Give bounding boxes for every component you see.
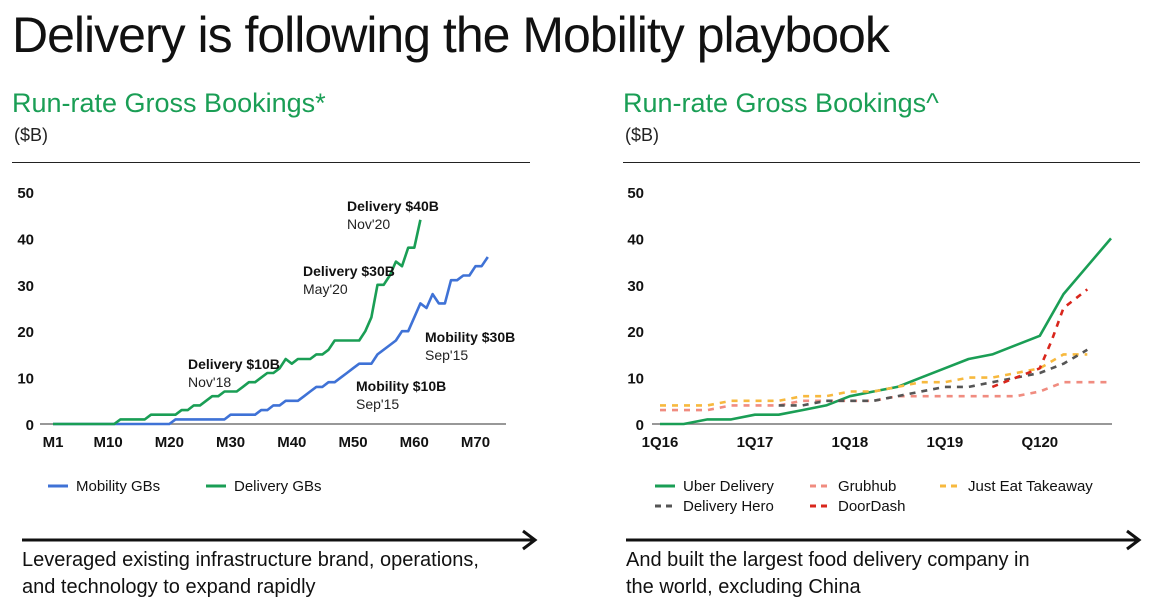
right-chart-subtitle: Run-rate Gross Bookings^ bbox=[623, 88, 939, 118]
right-x-tick-label: Q120 bbox=[1021, 434, 1058, 451]
left-annotation-title: Delivery $40B bbox=[347, 198, 439, 214]
left-x-tick-label: M50 bbox=[338, 434, 367, 451]
right-x-tick-label: 1Q16 bbox=[642, 434, 679, 451]
right-y-tick-label: 40 bbox=[627, 231, 644, 248]
right-legend-label: Delivery Hero bbox=[683, 498, 774, 515]
left-y-tick-label: 10 bbox=[17, 371, 34, 388]
right-y-tick-label: 30 bbox=[627, 278, 644, 295]
left-legend-label: Mobility GBs bbox=[76, 478, 160, 495]
right-legend-label: Uber Delivery bbox=[683, 478, 774, 495]
left-y-tick-label: 0 bbox=[26, 417, 34, 434]
right-series-line-just-eat-takeaway bbox=[660, 353, 1088, 407]
right-arrow-icon bbox=[626, 529, 1142, 551]
left-caption: Leveraged existing infrastructure brand,… bbox=[22, 547, 479, 601]
left-x-tick-label: M30 bbox=[216, 434, 245, 451]
left-chart-unit: ($B) bbox=[14, 125, 49, 145]
right-x-tick-label: 1Q17 bbox=[737, 434, 774, 451]
left-series-line-delivery-gbs bbox=[53, 219, 422, 426]
page-title: Delivery is following the Mobility playb… bbox=[12, 7, 890, 63]
food-delivery-competitors-chart: 0 10 20 30 40 50 1Q16 1Q17 1Q18 1Q19 Q120 Uber Deli… bbox=[627, 185, 1112, 515]
mobility-delivery-chart: 0 10 20 30 40 50 M1 M10 M20 M30 M40 M50 M60 M70 Mobili… bbox=[17, 185, 515, 495]
right-x-tick-label: 1Q18 bbox=[832, 434, 869, 451]
right-caption: And built the largest food delivery comp… bbox=[626, 547, 1030, 601]
right-series-line-delivery-hero bbox=[778, 348, 1088, 407]
right-legend-label: DoorDash bbox=[838, 498, 906, 515]
right-caption-line-1: And built the largest food delivery comp… bbox=[626, 549, 1030, 571]
left-y-tick-label: 30 bbox=[17, 278, 34, 295]
right-y-tick-label: 20 bbox=[627, 324, 644, 341]
left-annotation-title: Delivery $10B bbox=[188, 356, 280, 372]
right-y-tick-label: 10 bbox=[627, 371, 644, 388]
left-arrow-icon bbox=[22, 529, 538, 551]
left-x-tick-label: M1 bbox=[43, 434, 64, 451]
left-y-tick-label: 20 bbox=[17, 324, 34, 341]
left-series-line-mobility-gbs bbox=[53, 256, 489, 426]
right-legend-label: Grubhub bbox=[838, 478, 896, 495]
left-x-tick-label: M60 bbox=[400, 434, 429, 451]
right-chart-unit: ($B) bbox=[625, 125, 660, 145]
left-annotation-title: Delivery $30B bbox=[303, 263, 395, 279]
right-y-tick-label: 50 bbox=[627, 185, 644, 202]
left-caption-line-2: and technology to expand rapidly bbox=[22, 576, 316, 598]
left-annotation-title: Mobility $30B bbox=[425, 329, 515, 345]
left-annotation-title: Mobility $10B bbox=[356, 378, 446, 394]
right-legend-label: Just Eat Takeaway bbox=[968, 478, 1093, 495]
left-y-tick-label: 40 bbox=[17, 231, 34, 248]
right-divider bbox=[623, 162, 1140, 163]
left-annotation-date: May'20 bbox=[303, 281, 348, 297]
left-y-tick-label: 50 bbox=[17, 185, 34, 202]
right-series-line-uber-delivery bbox=[660, 237, 1112, 426]
left-chart-subtitle: Run-rate Gross Bookings* bbox=[12, 88, 326, 118]
right-caption-line-2: the world, excluding China bbox=[626, 576, 861, 598]
left-x-tick-label: M40 bbox=[277, 434, 306, 451]
right-x-tick-label: 1Q19 bbox=[926, 434, 963, 451]
left-x-tick-label: M70 bbox=[461, 434, 490, 451]
left-annotation-date: Nov'20 bbox=[347, 216, 390, 232]
right-y-tick-label: 0 bbox=[636, 417, 644, 434]
left-x-tick-label: M10 bbox=[94, 434, 123, 451]
left-annotation-date: Nov'18 bbox=[188, 374, 231, 390]
left-x-tick-label: M20 bbox=[155, 434, 184, 451]
left-annotation-date: Sep'15 bbox=[356, 396, 399, 412]
left-caption-line-1: Leveraged existing infrastructure brand,… bbox=[22, 549, 479, 571]
left-legend-label: Delivery GBs bbox=[234, 478, 322, 495]
left-annotation-date: Sep'15 bbox=[425, 347, 468, 363]
right-series-line-doordash bbox=[991, 288, 1089, 389]
right-series-line-grubhub bbox=[660, 380, 1111, 412]
left-divider bbox=[12, 162, 530, 163]
